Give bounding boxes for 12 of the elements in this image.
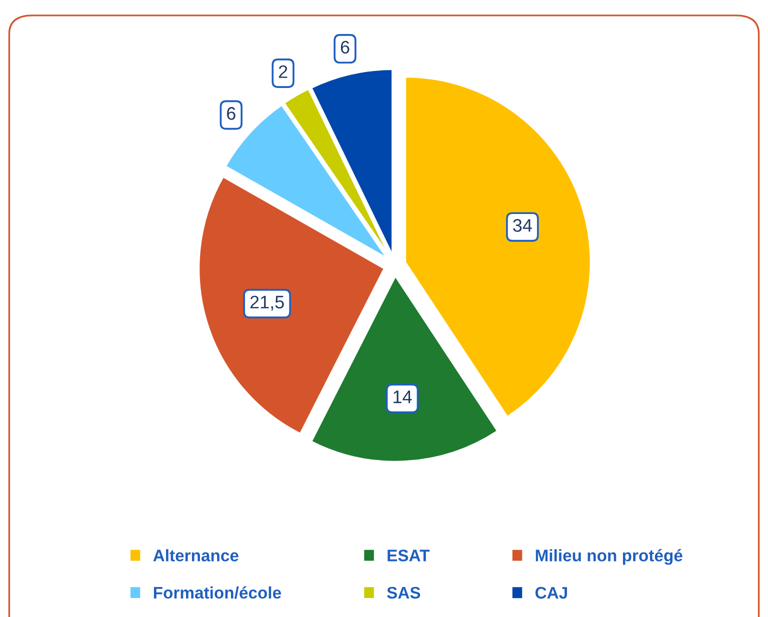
legend-label: SAS (387, 586, 420, 599)
data-label: 34 (513, 219, 532, 232)
legend-label: ESAT (388, 550, 430, 562)
data-label: 14 (394, 390, 412, 404)
legend-label: Formation/école (154, 586, 281, 599)
legend-label: Alternance (153, 549, 238, 562)
data-label: 21,5 (250, 296, 284, 311)
data-label: 6 (340, 40, 350, 54)
legend-label: CAJ (535, 586, 567, 599)
legend-label: Milieu non protégé (536, 549, 682, 565)
data-label: 2 (278, 65, 288, 78)
data-label: 6 (227, 107, 236, 120)
